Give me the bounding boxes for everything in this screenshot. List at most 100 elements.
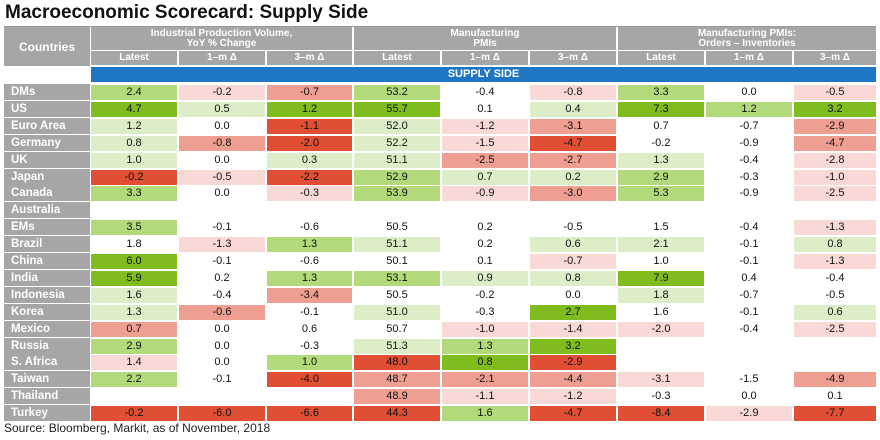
table-cell: -0.4 — [794, 271, 876, 286]
table-cell: -0.8 — [179, 136, 265, 151]
table-cell: 48.9 — [354, 389, 440, 404]
table-cell: 1.2 — [267, 102, 352, 117]
table-cell: -0.3 — [442, 305, 528, 320]
column-subheader: Latest — [91, 51, 177, 65]
table-cell: -2.9 — [794, 119, 876, 134]
table-cell: 0.6 — [267, 322, 352, 337]
country-label: Euro Area — [4, 118, 90, 134]
table-cell: -0.9 — [442, 186, 528, 201]
table-cell: -3.0 — [530, 186, 616, 201]
table-cell: 5.9 — [91, 271, 177, 286]
table-cell: 48.7 — [354, 372, 440, 387]
table-cell — [794, 339, 876, 354]
page-title: Macroeconomic Scorecard: Supply Side — [5, 2, 369, 23]
table-cell: -0.2 — [442, 288, 528, 303]
table-cell — [91, 203, 177, 218]
table-cell: 5.3 — [618, 186, 704, 201]
table-cell: -3.1 — [618, 372, 704, 387]
table-cell: 0.4 — [706, 271, 792, 286]
table-cell: 1.0 — [267, 355, 352, 370]
table-cell: -0.3 — [267, 186, 352, 201]
table-cell: 0.8 — [794, 237, 876, 252]
table-cell: -4.7 — [530, 406, 616, 421]
table-cell — [267, 389, 352, 404]
country-label: Mexico — [4, 321, 90, 337]
table-cell: -0.9 — [706, 186, 792, 201]
table-cell — [706, 339, 792, 354]
table-cell: 0.6 — [530, 237, 616, 252]
table-cell: -0.2 — [618, 136, 704, 151]
table-cell: -1.5 — [442, 136, 528, 151]
table-cell: 0.7 — [91, 322, 177, 337]
table-cell: 50.5 — [354, 288, 440, 303]
table-cell: -1.3 — [179, 237, 265, 252]
table-cell: -2.5 — [794, 186, 876, 201]
table-cell: -4.7 — [794, 136, 876, 151]
table-cell: 0.1 — [442, 254, 528, 269]
table-cell: 0.0 — [706, 389, 792, 404]
table-cell: 53.2 — [354, 85, 440, 100]
table-cell: -0.4 — [706, 153, 792, 168]
country-label: UK — [4, 152, 90, 168]
table-cell: 0.8 — [91, 136, 177, 151]
table-cell: 1.0 — [91, 153, 177, 168]
table-cell: 1.3 — [618, 153, 704, 168]
table-cell: -0.4 — [442, 85, 528, 100]
table-cell: 50.1 — [354, 254, 440, 269]
table-cell: 0.8 — [442, 355, 528, 370]
table-cell — [91, 389, 177, 404]
column-subheader: 1–m Δ — [442, 51, 528, 65]
table-cell: 7.3 — [618, 102, 704, 117]
table-cell — [794, 203, 876, 218]
table-cell — [267, 203, 352, 218]
table-cell: 0.8 — [530, 271, 616, 286]
table-cell: 0.1 — [794, 389, 876, 404]
country-label: Russia — [4, 338, 90, 354]
table-cell: 2.9 — [618, 170, 704, 185]
country-label: S. Africa — [4, 354, 90, 370]
table-cell: 0.0 — [179, 119, 265, 134]
country-label: US — [4, 101, 90, 117]
table-cell: 0.1 — [442, 102, 528, 117]
table-cell: 1.2 — [706, 102, 792, 117]
table-cell: -0.9 — [706, 136, 792, 151]
table-cell: -0.1 — [706, 237, 792, 252]
table-cell: -7.7 — [794, 406, 876, 421]
column-subheader: 3–m Δ — [530, 51, 616, 65]
table-cell: 2.7 — [530, 305, 616, 320]
table-cell: -0.3 — [618, 389, 704, 404]
table-cell: -6.6 — [267, 406, 352, 421]
table-cell — [794, 355, 876, 370]
table-cell: -0.1 — [267, 305, 352, 320]
table-cell: 0.2 — [442, 237, 528, 252]
table-cell: 0.5 — [179, 102, 265, 117]
table-cell: -2.0 — [618, 322, 704, 337]
group-header-line: PMIs — [473, 38, 497, 49]
country-label: Turkey — [4, 405, 90, 421]
table-cell: 51.3 — [354, 339, 440, 354]
country-label: Korea — [4, 304, 90, 320]
table-cell: 52.0 — [354, 119, 440, 134]
country-label: Germany — [4, 135, 90, 151]
table-cell: -3.1 — [530, 119, 616, 134]
title-divider — [4, 26, 876, 27]
table-cell: -0.3 — [267, 339, 352, 354]
table-cell: 0.2 — [442, 220, 528, 235]
table-cell: 1.8 — [618, 288, 704, 303]
table-cell: 7.9 — [618, 271, 704, 286]
table-cell: -0.1 — [706, 254, 792, 269]
table-cell: 3.2 — [530, 339, 616, 354]
country-label: Australia — [4, 202, 90, 218]
table-cell: 0.6 — [794, 305, 876, 320]
table-cell: -0.6 — [267, 254, 352, 269]
table-cell: 52.2 — [354, 136, 440, 151]
column-subheader: Latest — [354, 51, 440, 65]
table-cell: 4.7 — [91, 102, 177, 117]
column-subheader: 3–m Δ — [794, 51, 876, 65]
table-cell: 0.0 — [706, 85, 792, 100]
table-cell — [530, 203, 616, 218]
table-cell — [618, 355, 704, 370]
country-label: China — [4, 253, 90, 269]
table-cell: 55.7 — [354, 102, 440, 117]
table-cell: -6.0 — [179, 406, 265, 421]
